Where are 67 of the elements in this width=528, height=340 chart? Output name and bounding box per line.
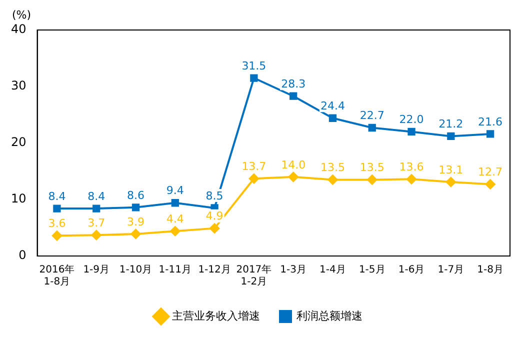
point xyxy=(53,204,61,212)
data-label: 4.9 xyxy=(206,210,224,223)
data-label: 3.7 xyxy=(88,216,106,230)
data-label: 22.0 xyxy=(399,113,424,126)
x-tick-label: 1-7月 xyxy=(438,264,464,276)
x-tick-label: 1-8月 xyxy=(477,264,504,276)
legend-label: 利润总额增速 xyxy=(296,309,362,322)
point xyxy=(406,174,417,184)
point xyxy=(368,124,376,132)
x-tick-label: 1-12月 xyxy=(198,264,231,276)
data-label: 14.0 xyxy=(281,158,306,172)
x-tick-label: 1-4月 xyxy=(320,264,346,276)
x-tick-label: 1-6月 xyxy=(398,264,425,276)
data-label: 13.1 xyxy=(438,163,464,176)
point xyxy=(446,176,456,187)
y-tick-label: 40 xyxy=(10,22,26,36)
data-label: 13.5 xyxy=(320,161,345,174)
x-tick-label: 2016年 1-8月 xyxy=(39,264,75,288)
data-label: 8.6 xyxy=(127,188,145,202)
point xyxy=(367,174,378,185)
y-tick-label: 0 xyxy=(18,248,26,262)
data-label: 9.4 xyxy=(166,184,184,198)
x-tick-label: 1-9月 xyxy=(83,264,110,276)
data-label: 8.4 xyxy=(48,190,66,203)
point xyxy=(486,130,494,138)
point xyxy=(328,114,337,122)
x-tick-label: 1-10月 xyxy=(119,264,152,276)
point xyxy=(170,226,180,236)
legend-label: 主营业务收入增速 xyxy=(172,309,260,322)
data-label: 12.7 xyxy=(478,166,503,179)
data-label: 13.6 xyxy=(399,160,424,174)
data-label: 13.5 xyxy=(360,161,384,174)
data-label: 3.6 xyxy=(48,217,66,230)
data-label: 8.4 xyxy=(88,190,106,203)
x-tick-label: 1-5月 xyxy=(358,264,386,276)
point xyxy=(328,174,338,185)
x-tick-label: 2017年 1-2月 xyxy=(236,264,272,288)
data-label: 24.4 xyxy=(320,100,345,112)
point xyxy=(171,199,179,207)
point xyxy=(52,230,62,241)
y-tick-label: 10 xyxy=(10,192,26,206)
y-axis-title: (%) xyxy=(12,8,32,22)
point xyxy=(92,204,100,212)
x-tick-label: 1-11月 xyxy=(158,264,192,276)
data-label: 21.6 xyxy=(478,115,503,128)
y-tick-label: 20 xyxy=(10,135,26,150)
data-label: 22.7 xyxy=(360,109,384,122)
data-label: 4.4 xyxy=(166,212,184,226)
data-label: 28.3 xyxy=(281,77,306,90)
point xyxy=(447,132,455,140)
point xyxy=(250,74,258,82)
point xyxy=(130,228,141,239)
point xyxy=(290,92,298,100)
point xyxy=(91,230,102,240)
data-label: 3.9 xyxy=(127,215,145,228)
point xyxy=(132,204,140,212)
point xyxy=(248,174,259,184)
point xyxy=(485,179,496,190)
data-label: 13.7 xyxy=(242,160,266,173)
x-tick-label: 1-3月 xyxy=(280,264,307,276)
point xyxy=(288,172,298,182)
point xyxy=(210,223,220,234)
data-label: 21.2 xyxy=(438,118,464,131)
point xyxy=(408,128,416,136)
data-label: 31.5 xyxy=(242,59,266,72)
data-label: 8.5 xyxy=(206,189,224,202)
y-tick-label: 30 xyxy=(10,78,26,93)
